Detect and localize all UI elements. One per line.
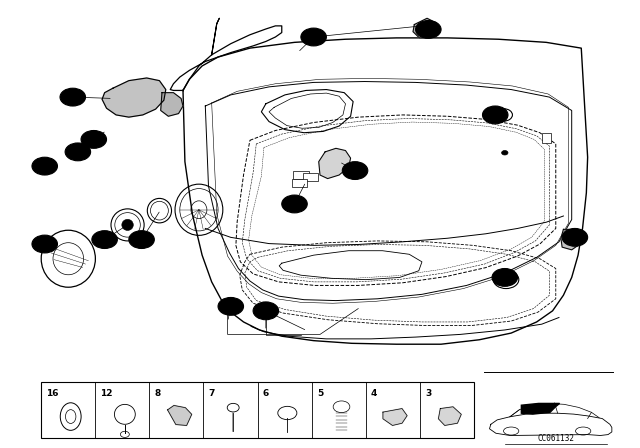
Circle shape — [32, 157, 58, 175]
Text: 8: 8 — [262, 306, 269, 316]
Polygon shape — [438, 407, 461, 426]
FancyBboxPatch shape — [292, 180, 307, 188]
Text: 3: 3 — [425, 389, 431, 398]
Text: 6: 6 — [262, 389, 269, 398]
Text: 2: 2 — [42, 239, 48, 249]
Circle shape — [92, 231, 117, 249]
Polygon shape — [168, 405, 192, 426]
Polygon shape — [383, 409, 407, 426]
Circle shape — [282, 195, 307, 213]
Text: 13: 13 — [568, 233, 581, 242]
Polygon shape — [161, 93, 183, 116]
Circle shape — [342, 162, 368, 180]
Circle shape — [60, 88, 86, 106]
Circle shape — [81, 130, 106, 148]
Circle shape — [301, 28, 326, 46]
Circle shape — [129, 231, 154, 249]
Text: 6: 6 — [42, 161, 48, 171]
Text: 15: 15 — [489, 110, 502, 120]
Text: CC061132: CC061132 — [537, 434, 574, 443]
Text: 14: 14 — [99, 235, 111, 244]
Text: 5: 5 — [291, 199, 298, 209]
Text: 4: 4 — [371, 389, 378, 398]
Text: 1: 1 — [227, 302, 234, 311]
Text: 16: 16 — [46, 389, 58, 398]
Circle shape — [562, 228, 588, 246]
Text: 5: 5 — [317, 389, 323, 398]
Circle shape — [218, 297, 244, 315]
Circle shape — [415, 21, 441, 39]
Text: 10: 10 — [136, 235, 148, 244]
Circle shape — [32, 235, 58, 253]
FancyBboxPatch shape — [541, 133, 551, 142]
Text: 7: 7 — [90, 134, 97, 144]
Text: 3: 3 — [310, 32, 317, 42]
Text: 4: 4 — [351, 166, 358, 176]
Text: 9: 9 — [425, 25, 432, 34]
Ellipse shape — [122, 220, 133, 230]
FancyBboxPatch shape — [293, 171, 308, 179]
Circle shape — [502, 151, 508, 155]
Polygon shape — [561, 229, 580, 250]
Bar — [41, 382, 474, 438]
Text: 8: 8 — [154, 389, 161, 398]
Polygon shape — [522, 404, 559, 414]
Text: 16: 16 — [72, 147, 84, 156]
Polygon shape — [102, 78, 166, 117]
Circle shape — [500, 114, 508, 119]
Polygon shape — [413, 18, 437, 38]
Text: 12: 12 — [499, 273, 511, 282]
Text: 11: 11 — [67, 93, 79, 102]
Text: 7: 7 — [209, 389, 215, 398]
FancyBboxPatch shape — [303, 173, 318, 181]
Polygon shape — [319, 148, 351, 179]
Text: 12: 12 — [100, 389, 113, 398]
Circle shape — [483, 106, 508, 124]
Polygon shape — [490, 413, 612, 435]
Circle shape — [492, 268, 518, 286]
Circle shape — [253, 302, 278, 320]
Circle shape — [65, 143, 91, 161]
